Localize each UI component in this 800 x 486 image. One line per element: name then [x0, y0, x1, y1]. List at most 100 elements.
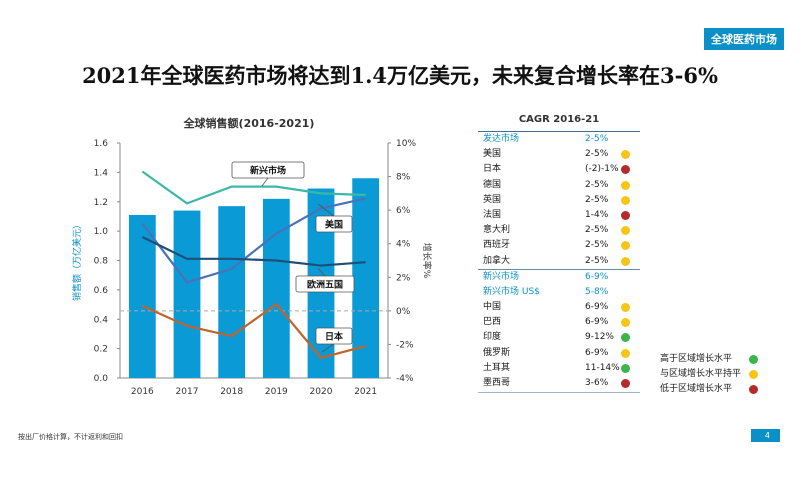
y-left-tick-label: 1.0 — [94, 227, 109, 237]
status-dot-yellow — [621, 318, 630, 328]
cagr-bottom-rule — [478, 392, 640, 393]
cagr-region: 美国 — [483, 149, 502, 160]
y-right-tick-label: 0% — [396, 307, 411, 317]
cagr-region: 法国 — [483, 209, 502, 220]
cagr-region: 新兴市场 — [483, 271, 520, 282]
y-left-tick-label: 1.4 — [94, 168, 109, 178]
x-tick-label: 2021 — [354, 387, 377, 397]
status-dot-yellow — [621, 241, 630, 251]
cagr-value: 6-9% — [585, 271, 609, 282]
status-dot-yellow — [621, 226, 630, 236]
cagr-value: 6-9% — [585, 347, 609, 358]
cagr-top-rule — [478, 131, 640, 132]
status-dot-yellow — [621, 195, 630, 205]
cagr-row: 西班牙 2-5% — [478, 238, 640, 253]
cagr-row: 意大利 2-5% — [478, 223, 640, 238]
bar — [218, 206, 246, 378]
cagr-row: 俄罗斯 6-9% — [478, 346, 640, 361]
status-dot-green — [621, 363, 630, 373]
y-right-tick-label: 8% — [396, 173, 411, 183]
y-right-axis-label: 增长率% — [421, 243, 433, 279]
x-tick-label: 2017 — [176, 387, 199, 397]
cagr-row: 英国 2-5% — [478, 193, 640, 208]
cagr-row: 新兴市场 US$ 5-8% — [478, 285, 640, 300]
page-title: 2021年全球医药市场将达到1.4万亿美元，未来复合增长率在3-6% — [82, 63, 718, 88]
series-line — [141, 197, 366, 284]
cagr-row: 土耳其 11-14% — [478, 361, 640, 376]
page-number: 4 — [750, 429, 780, 442]
bar — [128, 214, 156, 378]
cagr-region: 土耳其 — [483, 362, 511, 373]
y-left-tick-label: 0.0 — [94, 374, 109, 384]
cagr-region: 英国 — [483, 194, 502, 205]
cagr-value: 2-5% — [585, 225, 609, 236]
cagr-row: 美国 2-5% — [478, 147, 640, 162]
y-right-tick-label: 2% — [396, 273, 411, 283]
cagr-row: 印度 9-12% — [478, 330, 640, 345]
legend-item: 低于区域增长水平 — [660, 382, 790, 397]
legend-dot-red — [749, 385, 758, 394]
cagr-table: 发达市场 2-5% 美国 2-5% 日本 (-2)-1% 德国 2-5% 英国 2-5% 法国 1-4… — [478, 132, 640, 391]
cagr-value: 5-8% — [585, 286, 609, 297]
series-callout-label: 欧洲五国 — [307, 279, 343, 291]
cagr-value: 2-5% — [585, 149, 609, 160]
cagr-region: 巴西 — [483, 317, 502, 328]
cagr-region: 意大利 — [483, 225, 511, 236]
footnote: 按出厂价格计算，不计返利和回扣 — [18, 433, 123, 441]
cagr-value: 2-5% — [585, 134, 609, 144]
series-callout-label: 日本 — [325, 331, 344, 343]
y-left-tick-label: 0.4 — [94, 315, 109, 325]
cagr-region: 印度 — [483, 332, 502, 343]
cagr-value: 2-5% — [585, 240, 609, 251]
y-left-tick-label: 1.2 — [94, 198, 108, 208]
cagr-value: 11-14% — [585, 362, 620, 373]
cagr-row: 日本 (-2)-1% — [478, 162, 640, 177]
cagr-row: 发达市场 2-5% — [478, 132, 640, 147]
callout-connector — [261, 177, 269, 187]
cagr-value: 2-5% — [585, 194, 609, 205]
legend-label: 高于区域增长水平 — [660, 354, 733, 364]
cagr-row: 法国 1-4% — [478, 208, 640, 223]
series-callout-label: 新兴市场 — [250, 165, 286, 177]
cagr-row: 德国 2-5% — [478, 178, 640, 193]
y-left-tick-label: 0.2 — [94, 345, 108, 355]
sales-chart: 0.0 0.2 0.4 0.6 0.8 1.0 1.2 1.4 1.6 -4% -2% 0% 2% 4% 6… — [71, 139, 433, 397]
y-left-tick-label: 0.8 — [94, 257, 109, 267]
cagr-row: 墨西哥 3-6% — [478, 376, 640, 391]
bar — [352, 178, 380, 378]
y-right-tick-label: 4% — [396, 240, 411, 250]
y-right-tick-label: -4% — [396, 374, 414, 384]
legend-label: 与区域增长水平持平 — [660, 369, 742, 379]
x-tick-label: 2018 — [220, 387, 243, 397]
callout-connector — [317, 203, 335, 217]
cagr-row: 中国 6-9% — [478, 300, 640, 315]
cagr-value: 6-9% — [585, 302, 609, 313]
cagr-region: 俄罗斯 — [483, 347, 511, 358]
callout-connector — [321, 343, 335, 353]
status-dot-yellow — [621, 348, 630, 358]
legend-dot-green — [749, 355, 758, 364]
cagr-row: 加拿大 2-5% — [478, 254, 640, 269]
y-right-tick-label: 6% — [396, 206, 411, 216]
status-dot-green — [621, 333, 630, 343]
section-tag: 全球医药市场 — [704, 28, 784, 50]
series-callout-label: 美国 — [325, 219, 343, 231]
cagr-region: 西班牙 — [483, 240, 511, 251]
status-legend: 高于区域增长水平 与区域增长水平持平 低于区域增长水平 — [660, 352, 790, 397]
status-dot-red — [621, 165, 630, 175]
cagr-value: 2-5% — [585, 179, 609, 190]
legend-item: 与区域增长水平持平 — [660, 367, 790, 382]
status-dot-yellow — [621, 256, 630, 266]
cagr-value: 6-9% — [585, 317, 609, 328]
cagr-region: 发达市场 — [483, 134, 520, 144]
bar — [262, 198, 290, 378]
legend-dot-yellow — [749, 370, 758, 379]
series-line — [141, 236, 366, 267]
cagr-row: 巴西 6-9% — [478, 315, 640, 330]
legend-label: 低于区域增长水平 — [660, 384, 733, 394]
status-dot-red — [621, 210, 630, 220]
cagr-region: 加拿大 — [483, 255, 511, 266]
series-line — [141, 302, 366, 360]
cagr-value: 2-5% — [585, 255, 609, 266]
cagr-value: 3-6% — [585, 378, 609, 388]
